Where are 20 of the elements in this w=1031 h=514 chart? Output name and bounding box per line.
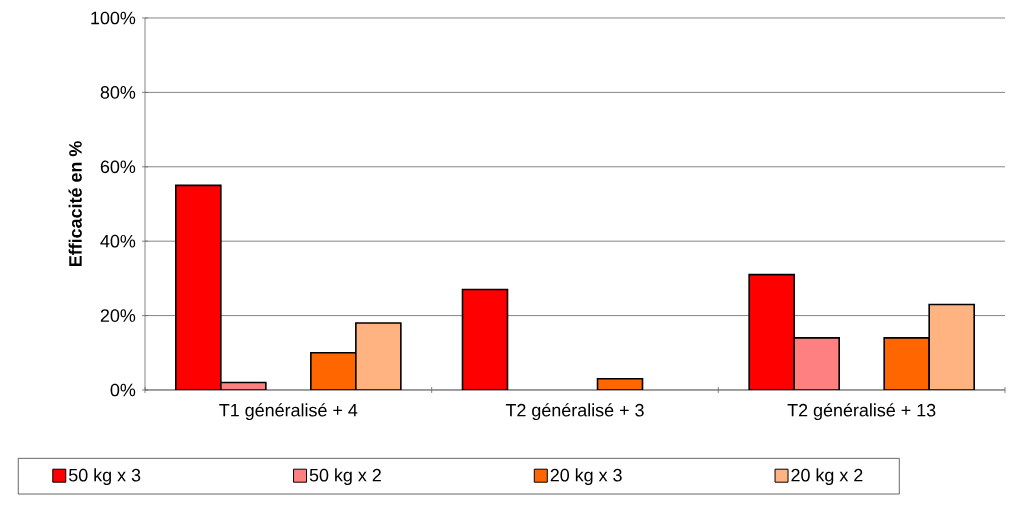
x-tick-label: T2 généralisé + 13 [787,403,936,421]
y-tick-label: 0% [110,383,136,397]
x-tick-label: T1 généralisé + 4 [219,403,358,421]
y-tick-label: 60% [100,160,136,174]
bar [596,378,644,390]
legend-label: 50 kg x 2 [309,468,381,486]
y-tick-label: 20% [100,309,136,322]
bar [175,184,222,390]
y-tick-label: 80% [100,86,136,99]
bar [748,273,795,390]
x-tick-label: T2 généralisé + 3 [505,403,644,421]
legend-label: 20 kg x 2 [791,468,863,486]
y-axis-title: Efficacité en % [68,141,82,267]
bar [928,303,975,390]
y-tick-label: 100% [91,11,136,25]
bar [355,322,402,390]
bar [461,288,509,390]
legend-label: 50 kg x 3 [68,468,141,486]
legend-label: 20 kg x 3 [550,468,622,486]
y-tick-label: 40% [100,234,136,248]
